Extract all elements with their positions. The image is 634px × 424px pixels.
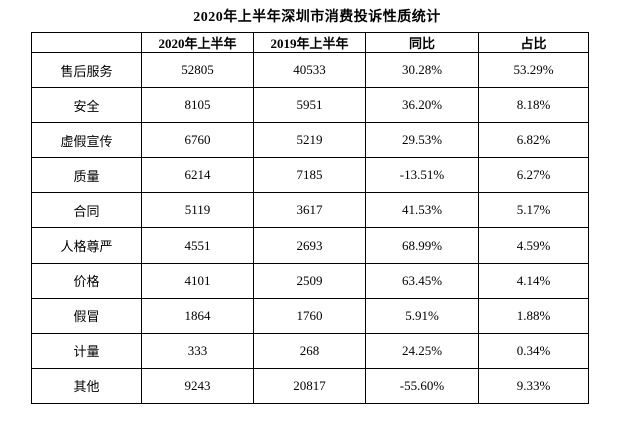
header-cell-2020: 2020年上半年 (141, 32, 254, 53)
value-cell: 8105 (141, 87, 254, 124)
row-label-cell: 合同 (31, 192, 142, 229)
value-cell: 4551 (141, 227, 254, 264)
value-cell: 20817 (253, 367, 366, 405)
value-cell: 24.25% (365, 332, 479, 369)
value-cell: 0.34% (478, 332, 589, 369)
value-cell: 8.18% (478, 87, 589, 124)
value-cell: 68.99% (365, 227, 479, 264)
value-cell: 41.53% (365, 192, 479, 229)
value-cell: 5951 (253, 87, 366, 124)
value-cell: 5119 (141, 192, 254, 229)
value-cell: 2509 (253, 262, 366, 299)
statistics-table: 2020年上半年 2019年上半年 同比 占比 售后服务 52805 40533 30… (31, 32, 589, 405)
table-row: 其他 9243 20817 -55.60% 9.33% (31, 367, 589, 405)
table-row: 人格尊严 4551 2693 68.99% 4.59% (31, 227, 589, 264)
row-label-cell: 质量 (31, 157, 142, 194)
value-cell: 6.82% (478, 122, 589, 159)
value-cell: 6760 (141, 122, 254, 159)
header-cell-2019: 2019年上半年 (253, 32, 366, 53)
row-label-cell: 安全 (31, 87, 142, 124)
value-cell: 52805 (141, 51, 254, 89)
value-cell: -55.60% (365, 367, 479, 405)
value-cell: 2693 (253, 227, 366, 264)
header-cell-category (31, 32, 142, 53)
value-cell: 63.45% (365, 262, 479, 299)
value-cell: 4.14% (478, 262, 589, 299)
value-cell: 7185 (253, 157, 366, 194)
value-cell: 1760 (253, 297, 366, 334)
row-label-cell: 假冒 (31, 297, 142, 334)
row-label-cell: 售后服务 (31, 51, 142, 89)
value-cell: 5.17% (478, 192, 589, 229)
page-title: 2020年上半年深圳市消费投诉性质统计 (193, 10, 441, 25)
row-label-cell: 虚假宣传 (31, 122, 142, 159)
row-label-cell: 其他 (31, 367, 142, 405)
value-cell: 30.28% (365, 51, 479, 89)
value-cell: -13.51% (365, 157, 479, 194)
table-row: 计量 333 268 24.25% 0.34% (31, 332, 589, 369)
value-cell: 6.27% (478, 157, 589, 194)
table-row: 价格 4101 2509 63.45% 4.14% (31, 262, 589, 299)
value-cell: 1864 (141, 297, 254, 334)
table-row: 虚假宣传 6760 5219 29.53% 6.82% (31, 122, 589, 159)
header-row: 2020年上半年 2019年上半年 同比 占比 (31, 32, 589, 53)
table-row: 假冒 1864 1760 5.91% 1.88% (31, 297, 589, 334)
value-cell: 9.33% (478, 367, 589, 405)
value-cell: 4101 (141, 262, 254, 299)
value-cell: 5219 (253, 122, 366, 159)
table-row: 质量 6214 7185 -13.51% 6.27% (31, 157, 589, 194)
row-label-cell: 人格尊严 (31, 227, 142, 264)
value-cell: 29.53% (365, 122, 479, 159)
header-cell-share: 占比 (478, 32, 589, 53)
value-cell: 36.20% (365, 87, 479, 124)
value-cell: 3617 (253, 192, 366, 229)
value-cell: 333 (141, 332, 254, 369)
value-cell: 5.91% (365, 297, 479, 334)
value-cell: 53.29% (478, 51, 589, 89)
header-cell-yoy: 同比 (365, 32, 479, 53)
table-row: 售后服务 52805 40533 30.28% 53.29% (31, 51, 589, 89)
value-cell: 268 (253, 332, 366, 369)
value-cell: 1.88% (478, 297, 589, 334)
value-cell: 6214 (141, 157, 254, 194)
value-cell: 9243 (141, 367, 254, 405)
row-label-cell: 计量 (31, 332, 142, 369)
value-cell: 4.59% (478, 227, 589, 264)
table-row: 安全 8105 5951 36.20% 8.18% (31, 87, 589, 124)
value-cell: 40533 (253, 51, 366, 89)
row-label-cell: 价格 (31, 262, 142, 299)
table-row: 合同 5119 3617 41.53% 5.17% (31, 192, 589, 229)
